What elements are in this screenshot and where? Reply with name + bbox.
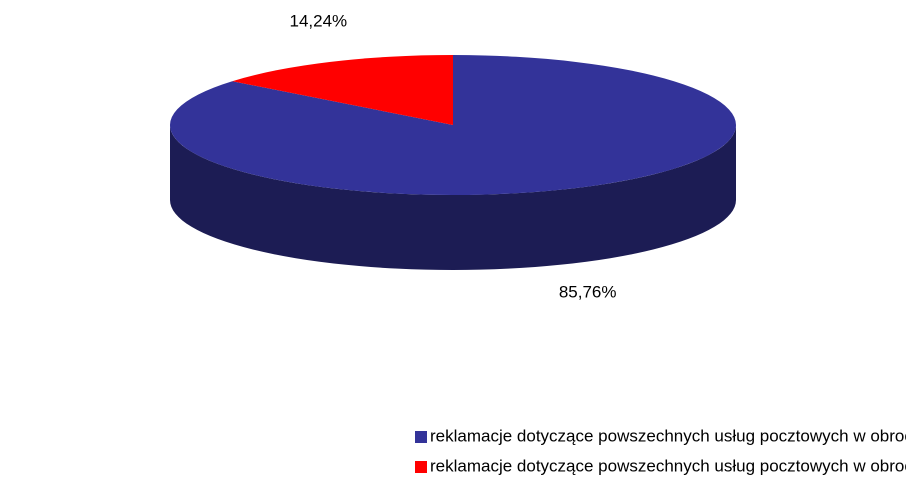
legend-label: reklamacje dotyczące powszechnych usług … bbox=[430, 426, 906, 445]
legend-swatch bbox=[415, 431, 427, 443]
data-label: 85,76% bbox=[559, 283, 617, 302]
slice bbox=[170, 55, 737, 195]
legend-label: reklamacje dotyczące powszechnych usług … bbox=[430, 456, 906, 475]
slice bbox=[232, 55, 453, 125]
legend-swatch bbox=[415, 461, 427, 473]
slice-side bbox=[170, 125, 736, 270]
data-label: 14,24% bbox=[289, 11, 347, 30]
